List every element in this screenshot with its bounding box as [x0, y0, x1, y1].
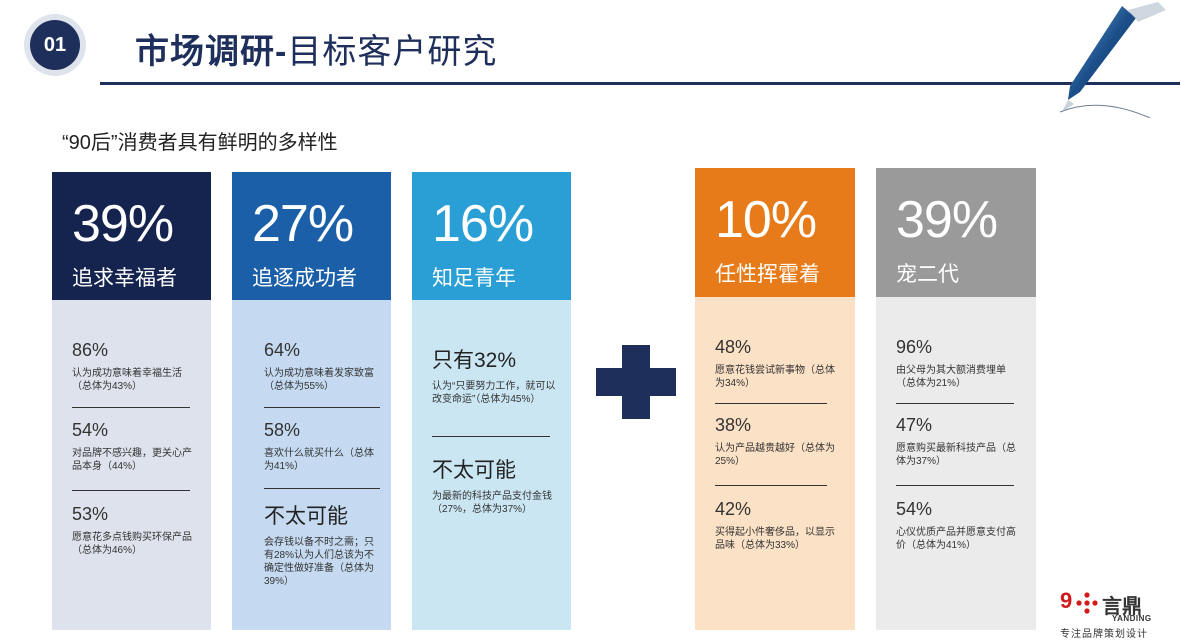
segment-percent: 16% [432, 195, 534, 253]
stat-description: 认为成功意味着幸福生活（总体为43%） [72, 368, 182, 392]
stat-description: 喜欢什么就买什么（总体为41%） [264, 448, 374, 472]
stat-item: 53% 愿意花多点钱购买环保产品（总体为46%） [72, 504, 200, 557]
title-bold: 市场调研- [135, 33, 288, 71]
stat-item: 38% 认为产品越贵越好（总体为25%） [715, 415, 843, 468]
logo-english-name: YANDING [1112, 614, 1152, 623]
stat-divider [715, 403, 827, 404]
stat-headline: 不太可能 [432, 459, 516, 482]
subtitle: “90后”消费者具有鲜明的多样性 [62, 132, 338, 154]
card-body: 48% 愿意花钱尝试新事物（总体为34%） 38% 认为产品越贵越好（总体为25… [695, 297, 855, 630]
card-header: 39% 追求幸福者 [52, 172, 211, 300]
stat-item: 54% 心仪优质产品并愿意支付高价（总体为41%） [896, 499, 1024, 552]
stat-number: 86% [72, 340, 109, 360]
segment-card-5: 39% 宠二代 96% 由父母为其大额消费埋单（总体为21%） 47% 愿意购买… [876, 168, 1036, 630]
logo-mark: 9 [1060, 588, 1073, 613]
stat-divider [896, 403, 1014, 404]
header-rule [100, 82, 1180, 85]
card-header: 16% 知足青年 [412, 172, 571, 300]
stat-divider [432, 436, 550, 437]
stat-number: 47% [896, 415, 933, 435]
stat-item: 不太可能 为最新的科技产品支付金钱（27%，总体为37%） [432, 454, 556, 516]
card-body: 96% 由父母为其大额消费埋单（总体为21%） 47% 愿意购买最新科技产品（总… [876, 297, 1036, 630]
stat-divider [264, 488, 380, 489]
stat-description: 认为产品越贵越好（总体为25%） [715, 443, 835, 467]
segment-percent: 10% [715, 191, 817, 249]
segment-label: 知足青年 [432, 267, 516, 290]
logo-chinese-name: 言鼎 [1102, 596, 1142, 618]
stat-description: 心仪优质产品并愿意支付高价（总体为41%） [896, 527, 1016, 551]
card-header: 10% 任性挥霍着 [695, 168, 855, 297]
stat-number: 54% [72, 420, 109, 440]
segment-percent: 39% [72, 195, 174, 253]
card-body: 64% 认为成功意味着发家致富（总体为55%） 58% 喜欢什么就买什么（总体为… [232, 300, 391, 630]
card-header: 39% 宠二代 [876, 168, 1036, 297]
stat-item: 96% 由父母为其大额消费埋单（总体为21%） [896, 337, 1024, 390]
stat-divider [896, 485, 1014, 486]
stat-number: 58% [264, 420, 301, 440]
segment-label: 追求幸福者 [72, 267, 177, 290]
stat-number: 96% [896, 337, 933, 357]
segment-label: 任性挥霍着 [715, 263, 820, 286]
stat-item: 86% 认为成功意味着幸福生活（总体为43%） [72, 340, 200, 393]
stat-number: 48% [715, 337, 752, 357]
stat-item: 不太可能 会存钱以备不时之需；只有28%认为人们总该为不确定性做好准备（总体为3… [264, 500, 382, 588]
stat-description: 认为“只要努力工作，就可以改变命运”（总体为45%） [432, 381, 556, 405]
card-body: 只有32% 认为“只要努力工作，就可以改变命运”（总体为45%） 不太可能 为最… [412, 300, 571, 630]
stat-description: 认为成功意味着发家致富（总体为55%） [264, 368, 374, 392]
stat-item: 58% 喜欢什么就买什么（总体为41%） [264, 420, 382, 473]
stat-description: 为最新的科技产品支付金钱（27%，总体为37%） [432, 491, 552, 515]
stat-description: 买得起小件奢侈品，以显示品味（总体为33%） [715, 527, 835, 551]
stat-number: 53% [72, 504, 109, 524]
stat-divider [72, 407, 190, 408]
stat-headline: 不太可能 [264, 505, 348, 528]
stat-description: 对品牌不感兴趣，更关心产品本身（44%） [72, 448, 192, 472]
stat-description: 愿意购买最新科技产品（总体为37%） [896, 443, 1016, 467]
stat-item: 48% 愿意花钱尝试新事物（总体为34%） [715, 337, 843, 390]
stat-description: 愿意花多点钱购买环保产品（总体为46%） [72, 532, 192, 556]
stat-number: 38% [715, 415, 752, 435]
stat-headline: 只有32% [432, 349, 517, 372]
stat-item: 64% 认为成功意味着发家致富（总体为55%） [264, 340, 382, 393]
stat-divider [264, 407, 380, 408]
pen-icon [1059, 2, 1166, 118]
segment-percent: 27% [252, 195, 354, 253]
stat-divider [715, 485, 827, 486]
title-rest: 目标客户研究 [287, 33, 498, 71]
segment-card-2: 27% 追逐成功者 64% 认为成功意味着发家致富（总体为55%） 58% 喜欢… [232, 172, 391, 630]
segment-card-4: 10% 任性挥霍着 48% 愿意花钱尝试新事物（总体为34%） 38% 认为产品… [695, 168, 855, 630]
stat-item: 47% 愿意购买最新科技产品（总体为37%） [896, 415, 1024, 468]
segment-percent: 39% [896, 191, 998, 249]
section-badge: 01 [24, 14, 108, 76]
segment-label: 追逐成功者 [252, 267, 357, 290]
segment-card-1: 39% 追求幸福者 86% 认为成功意味着幸福生活（总体为43%） 54% 对品… [52, 172, 211, 630]
card-header: 27% 追逐成功者 [232, 172, 391, 300]
page-title: 市场调研-目标客户研究 [135, 24, 497, 73]
stat-item: 只有32% 认为“只要努力工作，就可以改变命运”（总体为45%） [432, 344, 556, 406]
stat-divider [72, 490, 190, 491]
stat-number: 54% [896, 499, 933, 519]
stat-item: 42% 买得起小件奢侈品，以显示品味（总体为33%） [715, 499, 843, 552]
card-body: 86% 认为成功意味着幸福生活（总体为43%） 54% 对品牌不感兴趣，更关心产… [52, 300, 211, 630]
logo-slogan: 专注品牌策划设计 [1060, 629, 1148, 640]
stat-item: 54% 对品牌不感兴趣，更关心产品本身（44%） [72, 420, 200, 473]
badge-number: 01 [30, 20, 80, 70]
plus-icon-bar [596, 368, 676, 396]
stat-description: 由父母为其大额消费埋单（总体为21%） [896, 365, 1006, 389]
segment-card-3: 16% 知足青年 只有32% 认为“只要努力工作，就可以改变命运”（总体为45%… [412, 172, 571, 630]
stat-description: 会存钱以备不时之需；只有28%认为人们总该为不确定性做好准备（总体为39%） [264, 537, 375, 587]
stat-number: 64% [264, 340, 301, 360]
stat-number: 42% [715, 499, 752, 519]
segment-label: 宠二代 [896, 263, 959, 286]
brand-logo: 9 言鼎 YANDING 专注品牌策划设计 [1060, 588, 1175, 640]
stat-description: 愿意花钱尝试新事物（总体为34%） [715, 365, 835, 389]
logo-dots-icon [1076, 592, 1098, 614]
